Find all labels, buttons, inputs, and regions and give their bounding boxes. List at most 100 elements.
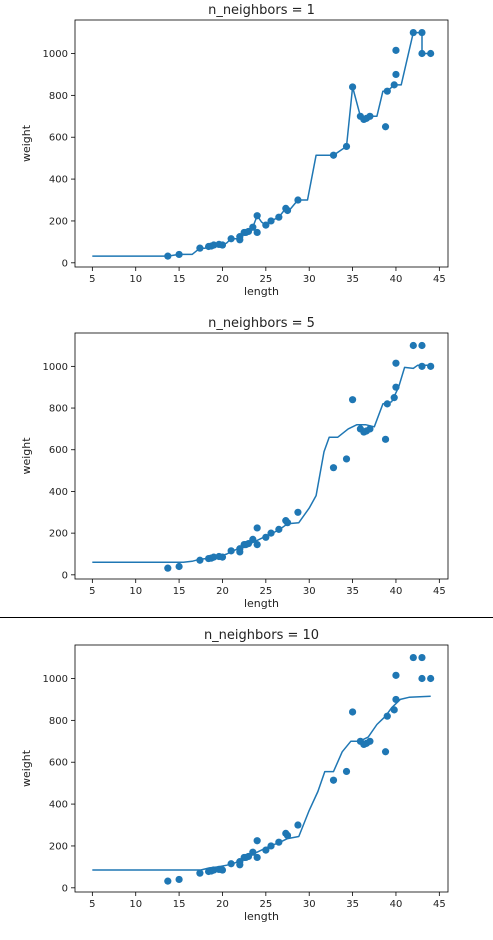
data-point	[329, 776, 338, 784]
prediction-line	[92, 695, 431, 871]
data-point	[236, 861, 244, 869]
x-tick-label: 5	[89, 274, 95, 285]
y-tick-label: 1000	[43, 674, 68, 685]
data-point	[283, 831, 292, 840]
y-axis-label: weight	[20, 749, 33, 787]
y-tick-label: 1000	[43, 362, 68, 373]
data-point	[196, 869, 204, 877]
prediction-line	[92, 364, 431, 564]
x-tick-label: 10	[129, 586, 142, 597]
data-point	[392, 359, 400, 367]
y-tick-label: 600	[49, 445, 68, 456]
x-tick-label: 40	[390, 899, 403, 910]
x-tick-label: 25	[259, 586, 272, 597]
chart-2: n_neighbors = 5 5 10 15 20 25 30 35 40 45 0 200 400 6…	[20, 316, 449, 610]
y-tick-label: 800	[49, 91, 68, 102]
data-point	[381, 123, 390, 131]
data-point	[366, 737, 374, 745]
chart-1: n_neighbors = 1 5 10 15 20 25 30 35 40 45 0 200 400 6…	[20, 3, 449, 298]
data-point	[329, 464, 338, 472]
data-point	[381, 435, 390, 443]
data-point	[427, 674, 435, 683]
axes-frame	[74, 19, 449, 268]
data-point	[175, 562, 183, 571]
x-tick-label: 20	[216, 586, 229, 597]
data-point	[390, 706, 398, 714]
y-tick-label: 0	[62, 258, 68, 269]
data-point	[253, 524, 261, 532]
chart-title: n_neighbors = 10	[204, 628, 319, 643]
section-divider	[0, 617, 493, 618]
data-point	[409, 653, 417, 662]
x-tick-label: 5	[89, 586, 95, 597]
data-point	[294, 508, 302, 516]
data-point	[218, 866, 227, 874]
data-point	[383, 712, 391, 720]
x-tick-label: 20	[216, 274, 229, 285]
data-point	[392, 46, 400, 54]
x-axis-label: length	[244, 910, 279, 923]
x-tick-label: 10	[129, 899, 142, 910]
y-tick-label: 400	[49, 487, 68, 498]
x-tick-label: 45	[433, 899, 446, 910]
x-tick-label: 40	[390, 586, 403, 597]
x-tick-label: 25	[259, 899, 272, 910]
data-point	[418, 341, 426, 350]
axes-frame	[74, 332, 449, 580]
chart-title: n_neighbors = 5	[208, 316, 315, 331]
y-tick-label: 200	[49, 841, 68, 852]
x-tick-label: 45	[433, 586, 446, 597]
y-tick-label: 600	[49, 758, 68, 769]
data-point	[392, 70, 400, 79]
y-tick-label: 0	[62, 570, 68, 581]
x-tick-label: 30	[303, 274, 316, 285]
data-point	[392, 671, 400, 679]
x-tick-label: 15	[173, 274, 186, 285]
data-point	[418, 362, 426, 370]
data-point	[342, 767, 351, 776]
y-tick-label: 200	[49, 529, 68, 540]
x-tick-label: 40	[390, 274, 403, 285]
data-point	[348, 396, 357, 404]
chart-title: n_neighbors = 1	[208, 3, 315, 18]
y-tick-label: 400	[49, 175, 68, 186]
data-point	[427, 362, 435, 370]
x-tick-label: 5	[89, 899, 95, 910]
data-point	[236, 548, 244, 556]
y-tick-label: 600	[49, 133, 68, 144]
y-tick-label: 800	[49, 716, 68, 727]
x-tick-label: 30	[303, 899, 316, 910]
x-tick-label: 10	[129, 274, 142, 285]
y-tick-label: 200	[49, 216, 68, 227]
data-point	[253, 541, 261, 549]
data-point	[164, 564, 172, 572]
data-point	[381, 748, 390, 756]
data-point	[294, 821, 302, 829]
x-tick-label: 35	[346, 899, 359, 910]
x-tick-label: 15	[173, 899, 186, 910]
y-tick-label: 400	[49, 800, 68, 811]
data-point	[342, 455, 351, 463]
data-point	[418, 674, 426, 683]
x-tick-label: 15	[173, 586, 186, 597]
data-point	[175, 875, 183, 884]
data-point	[253, 853, 261, 862]
prediction-line	[92, 31, 431, 257]
data-point	[348, 708, 357, 716]
x-tick-label: 35	[346, 586, 359, 597]
x-tick-label: 20	[216, 899, 229, 910]
data-point	[253, 837, 261, 845]
x-tick-label: 30	[303, 586, 316, 597]
x-tick-label: 25	[259, 274, 272, 285]
data-point	[253, 228, 261, 237]
x-tick-label: 35	[346, 274, 359, 285]
data-point	[366, 425, 374, 433]
data-point	[409, 341, 417, 350]
axes-frame	[74, 644, 449, 893]
x-axis-label: length	[244, 285, 279, 298]
x-tick-label: 45	[433, 274, 446, 285]
y-tick-label: 800	[49, 404, 68, 415]
y-tick-label: 0	[62, 883, 68, 894]
y-axis-label: weight	[20, 124, 33, 162]
